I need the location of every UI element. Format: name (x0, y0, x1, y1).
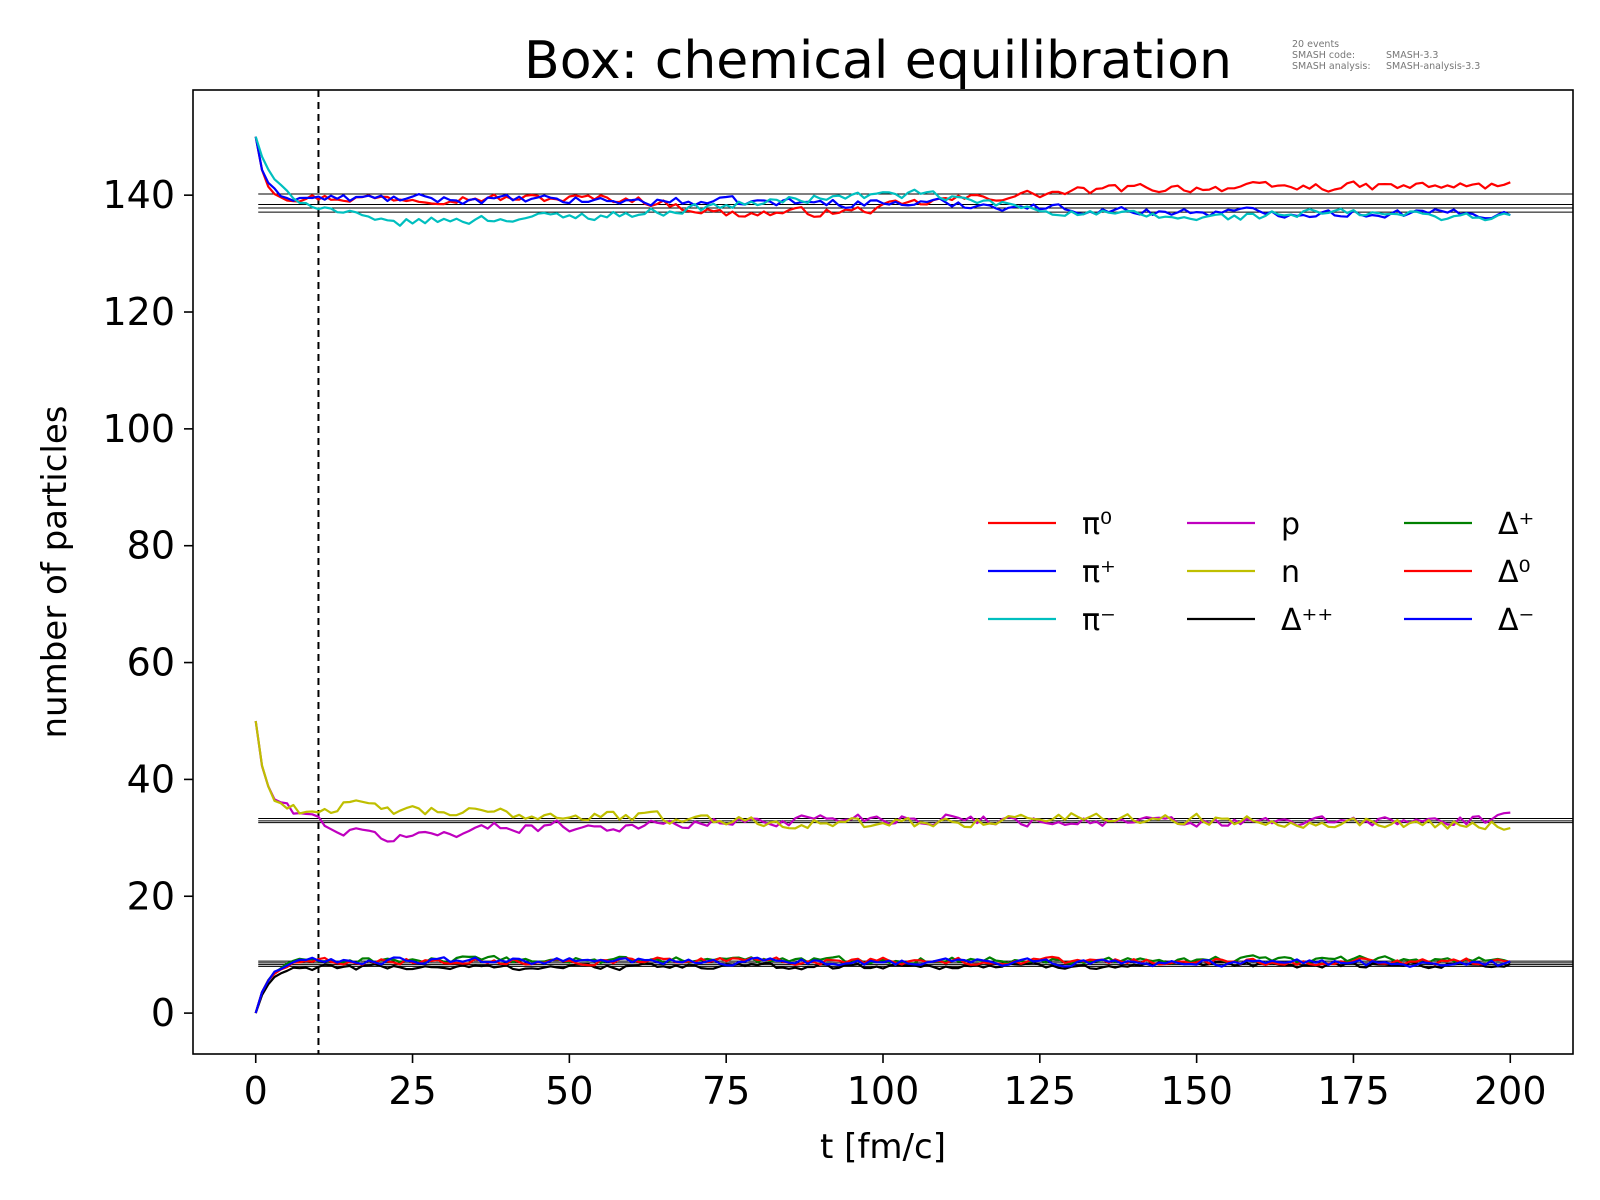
meta-code-value: SMASH-3.3 (1386, 50, 1438, 61)
y-tick-label: 140 (102, 173, 175, 217)
x-tick-label: 25 (388, 1069, 436, 1113)
y-tick-label: 40 (127, 757, 175, 801)
series-line (254, 136, 1511, 220)
x-tick-label: 50 (545, 1069, 593, 1113)
legend-entry-label: p (1281, 507, 1300, 542)
meta-analysis-value: SMASH-analysis-3.3 (1386, 61, 1480, 72)
y-tick-label: 0 (151, 991, 175, 1035)
series-line (254, 720, 1511, 831)
meta-analysis-label: SMASH analysis: (1292, 61, 1371, 72)
x-axis-label: t [fm/c] (820, 1127, 946, 1167)
y-tick-label: 20 (127, 874, 175, 918)
legend-entry-label: n (1281, 555, 1300, 590)
y-tick-label: 100 (102, 407, 175, 451)
legend-entry-label: Δ⁰ (1498, 555, 1531, 590)
x-tick-label: 125 (1004, 1069, 1077, 1113)
y-axis: 0 20 40 60 80 100 120 140 (102, 173, 193, 1035)
series-line (254, 955, 1511, 1014)
plot-area (254, 90, 1573, 1054)
legend-entry-label: π⁰ (1082, 507, 1112, 542)
legend-entry-label: π⁻ (1082, 603, 1116, 638)
y-tick-label: 80 (127, 524, 175, 568)
chart-title: Box: chemical equilibration (524, 31, 1232, 91)
series-line (254, 960, 1511, 1014)
x-tick-label: 175 (1317, 1069, 1390, 1113)
series-line (254, 720, 1511, 843)
legend-entry-label: Δ⁺ (1498, 507, 1534, 542)
legend-entry-label: Δ⁺⁺ (1281, 603, 1333, 638)
meta-code-label: SMASH code: (1292, 50, 1355, 61)
y-axis-label: number of particles (35, 405, 75, 738)
x-tick-label: 200 (1474, 1069, 1547, 1113)
legend-entry-label: π⁺ (1082, 555, 1116, 590)
x-tick-label: 0 (244, 1069, 268, 1113)
x-tick-label: 100 (847, 1069, 920, 1113)
x-tick-label: 75 (702, 1069, 750, 1113)
series-line (254, 136, 1511, 227)
y-tick-label: 60 (127, 641, 175, 685)
run-metadata: 20 events SMASH code: SMASH-3.3 SMASH an… (1292, 39, 1480, 72)
series-line (254, 956, 1511, 1014)
x-tick-label: 150 (1160, 1069, 1233, 1113)
meta-events: 20 events (1292, 39, 1339, 50)
legend: π⁰ π⁺ π⁻ pn Δ⁺⁺ Δ⁺ Δ⁰ Δ⁻ (988, 507, 1534, 638)
y-tick-label: 120 (102, 290, 175, 334)
legend-entry-label: Δ⁻ (1498, 603, 1534, 638)
x-axis: 0 25 50 75 100 125 150 175 200 (244, 1054, 1547, 1113)
axes-frame (192, 89, 1574, 1055)
